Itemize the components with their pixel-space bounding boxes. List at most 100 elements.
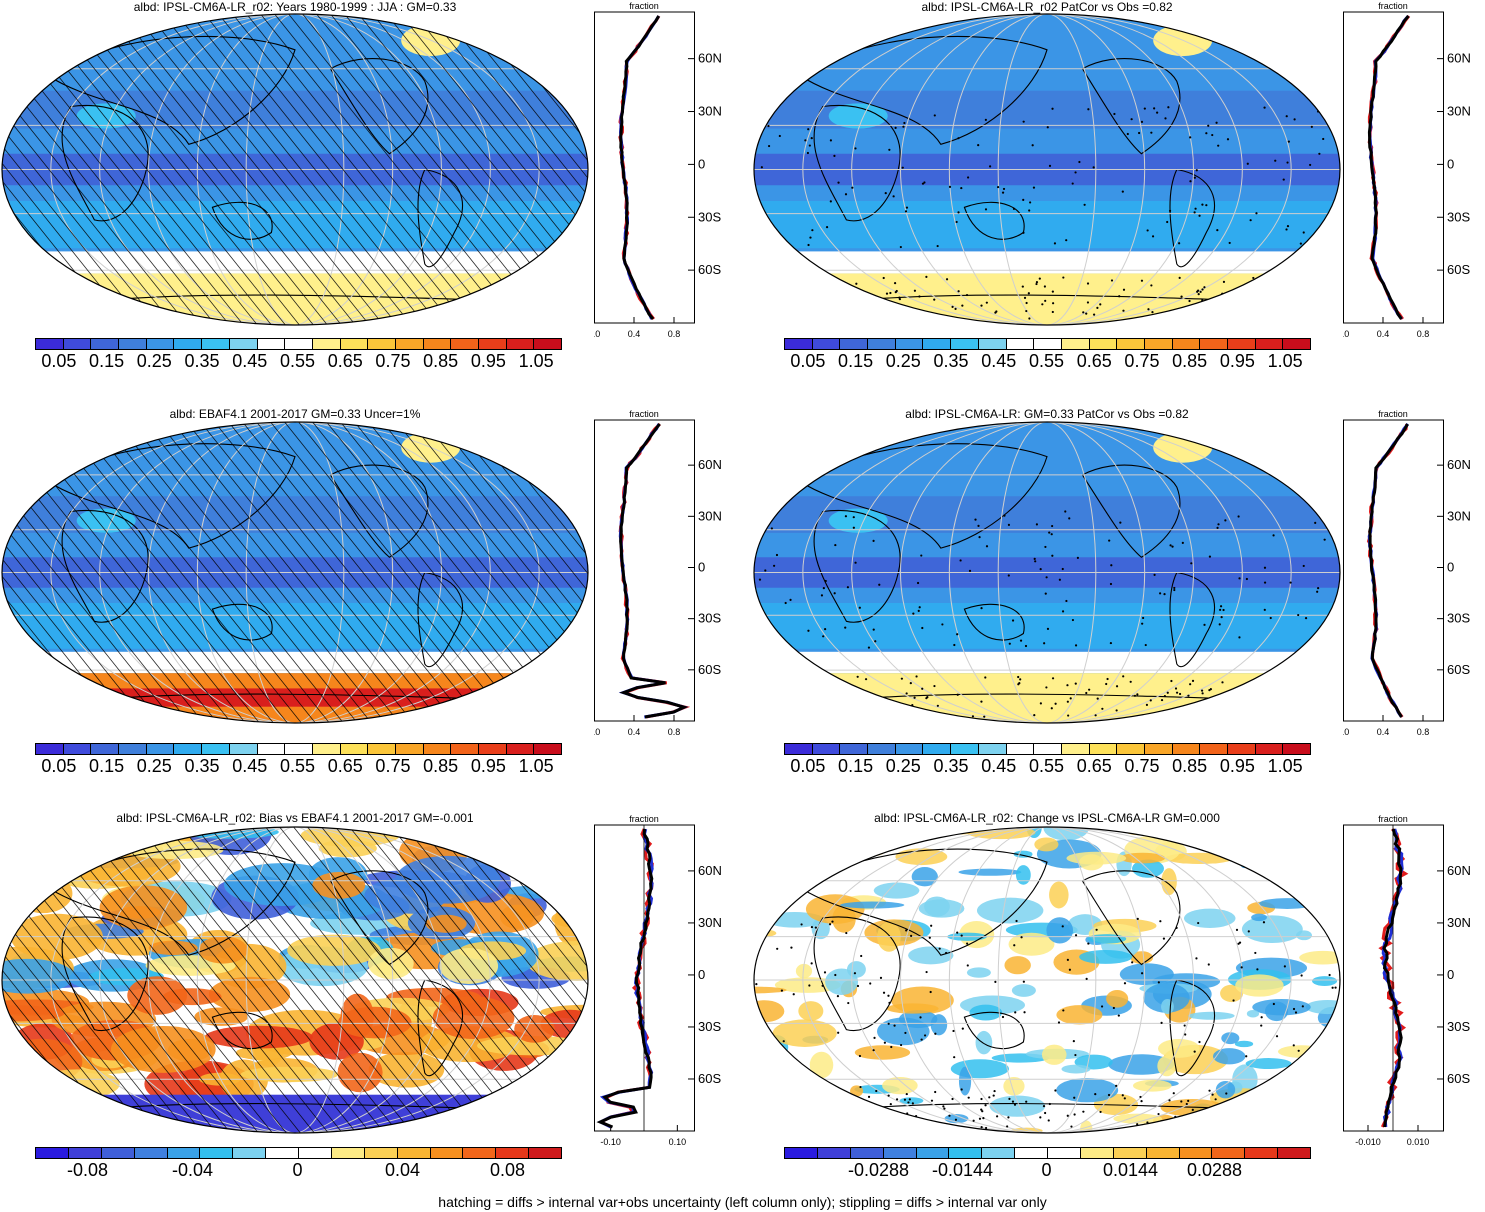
coastline-outline [1081, 58, 1181, 155]
latitude-label: 60N [1447, 51, 1471, 66]
colorbar-swatch [285, 744, 313, 754]
zonal-mean-plot: fraction 60N 30N 0 30S 60S 0.0 0.4 0.8 [1343, 1, 1471, 339]
latitude-label: 60S [698, 662, 721, 677]
colorbar-swatch [63, 744, 92, 754]
colorbar-swatch [1061, 339, 1090, 349]
colorbar-swatch [479, 744, 507, 754]
colorbar-swatch [883, 1148, 917, 1158]
robinson-map [1, 13, 589, 326]
zonal-mean-plot: fraction 60N 30N 0 30S 60S 0.0 0.4 0.8 [594, 409, 722, 737]
colorbar-swatch [423, 339, 452, 349]
colorbar-tick-label: 0.0144 [1102, 1160, 1159, 1180]
colorbar-swatch [978, 744, 1007, 754]
colorbar-tick-label: 0.15 [89, 756, 125, 776]
colorbar-swatch [91, 339, 120, 349]
colorbar-tick-label: 0.45 [981, 756, 1017, 776]
colorbar-tick-label: 0.05 [790, 756, 826, 776]
colorbar-tick-label: 0.95 [470, 756, 506, 776]
colorbar-swatch [101, 1148, 135, 1158]
robinson-map [1, 826, 589, 1134]
latitude-label: 30N [1447, 104, 1471, 119]
colorbar-swatch [840, 339, 869, 349]
colorbar-swatch [812, 744, 841, 754]
colorbar-swatch [978, 339, 1007, 349]
colorbar-swatch [868, 744, 896, 754]
coastline-outline [61, 104, 149, 222]
zonal-x-tick-label: 0.8 [1417, 727, 1430, 737]
zonal-mean-line [1367, 15, 1410, 320]
colorbar-tick-label: 0.55 [279, 351, 316, 371]
colorbar-tick-label: 0.65 [327, 756, 363, 776]
robinson-map [1, 421, 589, 724]
colorbar-swatch [36, 1148, 69, 1158]
colorbar-swatch [257, 339, 286, 349]
latitude-label: 30S [698, 1019, 721, 1034]
colorbar-swatch [951, 339, 979, 349]
colorbar-swatch [451, 339, 479, 349]
coastline-outline [963, 603, 1025, 641]
zonal-x-tick-label: 0.4 [1377, 329, 1390, 339]
colorbar-swatch [1061, 744, 1090, 754]
colorbar-swatch [951, 744, 979, 754]
colorbar [784, 338, 1311, 350]
colorbar-tick-label: 0.55 [1028, 756, 1065, 776]
colorbar-swatch [202, 339, 230, 349]
colorbar-tick-label: 0.45 [232, 351, 268, 371]
latitude-label: 30S [698, 611, 721, 626]
zonal-x-tick-label: 0.4 [628, 329, 641, 339]
zonal-x-tick-label: 0.4 [1377, 727, 1390, 737]
colorbar-swatch [229, 744, 258, 754]
colorbar-swatch [529, 1148, 561, 1158]
latitude-label: 60N [698, 863, 722, 878]
colorbar-swatch [368, 744, 396, 754]
colorbar-tick-label: 0.75 [1124, 756, 1160, 776]
colorbar-swatch [395, 744, 424, 754]
zonal-x-tick-label: 0.010 [1407, 1137, 1430, 1147]
colorbar-swatch [1006, 339, 1035, 349]
colorbar-swatch [1200, 339, 1228, 349]
colorbar-tick-label: 1.05 [518, 756, 554, 776]
zonal-x-tick-label: 0.8 [668, 727, 681, 737]
zonal-mean-plot: fraction 60N 30N 0 30S 60S -0.010 0.010 [1343, 814, 1471, 1147]
latitude-label: 30S [1447, 1019, 1470, 1034]
coastline-outline [329, 464, 429, 558]
coastline-outline [798, 35, 1048, 145]
zonal-mean-line [1381, 828, 1404, 1128]
zonal-x-tick-label: -0.010 [1355, 1137, 1381, 1147]
latitude-label: 30N [1447, 508, 1471, 523]
map-title: albd: EBAF4.1 2001-2017 GM=0.33 Uncer=1% [169, 407, 421, 421]
colorbar-swatch [167, 1148, 201, 1158]
colorbar-tick-label: 0.65 [1076, 756, 1112, 776]
colorbar-swatch [119, 339, 147, 349]
colorbar-swatch [850, 1148, 884, 1158]
colorbar-swatch [1172, 339, 1201, 349]
colorbar-swatch [812, 339, 841, 349]
colorbar-tick-label: 0.15 [838, 756, 874, 776]
zonal-x-tick-label: 0.0 [594, 329, 600, 339]
colorbar-tick-label: 0.75 [375, 351, 411, 371]
colorbar-swatch [257, 744, 286, 754]
map-title: albd: IPSL-CM6A-LR_r02: Change vs IPSL-C… [874, 811, 1220, 825]
coastline-outline [61, 509, 149, 623]
colorbar-swatch [1048, 1148, 1081, 1158]
colorbar-swatch [233, 1148, 267, 1158]
colorbar-swatch [1212, 1148, 1246, 1158]
colorbar-swatch [1089, 339, 1118, 349]
zonal-plot-title: fraction [1378, 814, 1408, 824]
colorbar-swatch [534, 744, 562, 754]
colorbar [784, 743, 1311, 755]
colorbar-swatch [923, 744, 952, 754]
colorbar-tick-label: -0.0288 [847, 1160, 910, 1180]
colorbar-swatch [1200, 744, 1228, 754]
latitude-label: 60S [1447, 1071, 1470, 1086]
colorbar-swatch [340, 744, 369, 754]
latitude-label: 0 [1447, 156, 1454, 171]
coastline-outline [813, 104, 901, 222]
zonal-x-tick-label: 0.8 [1417, 329, 1430, 339]
zonal-x-tick-label: 0.0 [1343, 329, 1349, 339]
colorbar-tick-label: 0.35 [184, 756, 220, 776]
colorbar-swatch [785, 1148, 818, 1158]
colorbar-tick-label: 0.75 [375, 756, 411, 776]
colorbar-swatch [1179, 1148, 1213, 1158]
coastline-outline [417, 979, 463, 1077]
